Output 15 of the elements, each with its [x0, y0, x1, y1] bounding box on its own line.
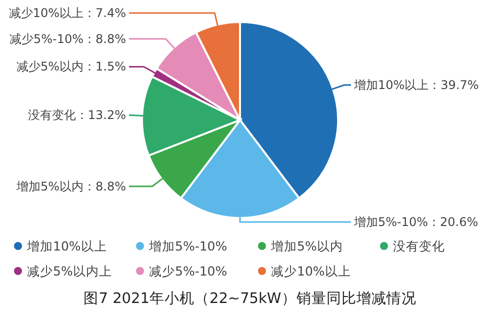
legend-label: 增加5%以内 — [270, 238, 343, 254]
legend-label: 减少10%以上 — [271, 264, 351, 278]
data-label: 没有变化：13.2% — [28, 108, 126, 122]
legend-label: 减少5%-10% — [149, 264, 228, 278]
text: 图7 2021年小机（22~75kW）销量同比增减情况 — [84, 290, 416, 307]
legend-label: 没有变化 — [393, 238, 445, 254]
data-label: 增加10%以上：39.7% — [353, 78, 479, 92]
data-label: 减少5%-10%：8.8% — [9, 32, 126, 46]
data-label: 增加5%-10%：20.6% — [353, 215, 478, 229]
data-label: 减少10%以上：7.4% — [8, 6, 126, 20]
legend-label: 减少5%以内上 — [27, 264, 112, 278]
legend-label: 增加10%以上 — [26, 238, 107, 254]
data-label: 增加5%以内：8.8% — [15, 179, 126, 194]
legend-label: 增加5%-10% — [148, 238, 228, 254]
data-label: 减少5%以内：1.5% — [16, 60, 126, 74]
